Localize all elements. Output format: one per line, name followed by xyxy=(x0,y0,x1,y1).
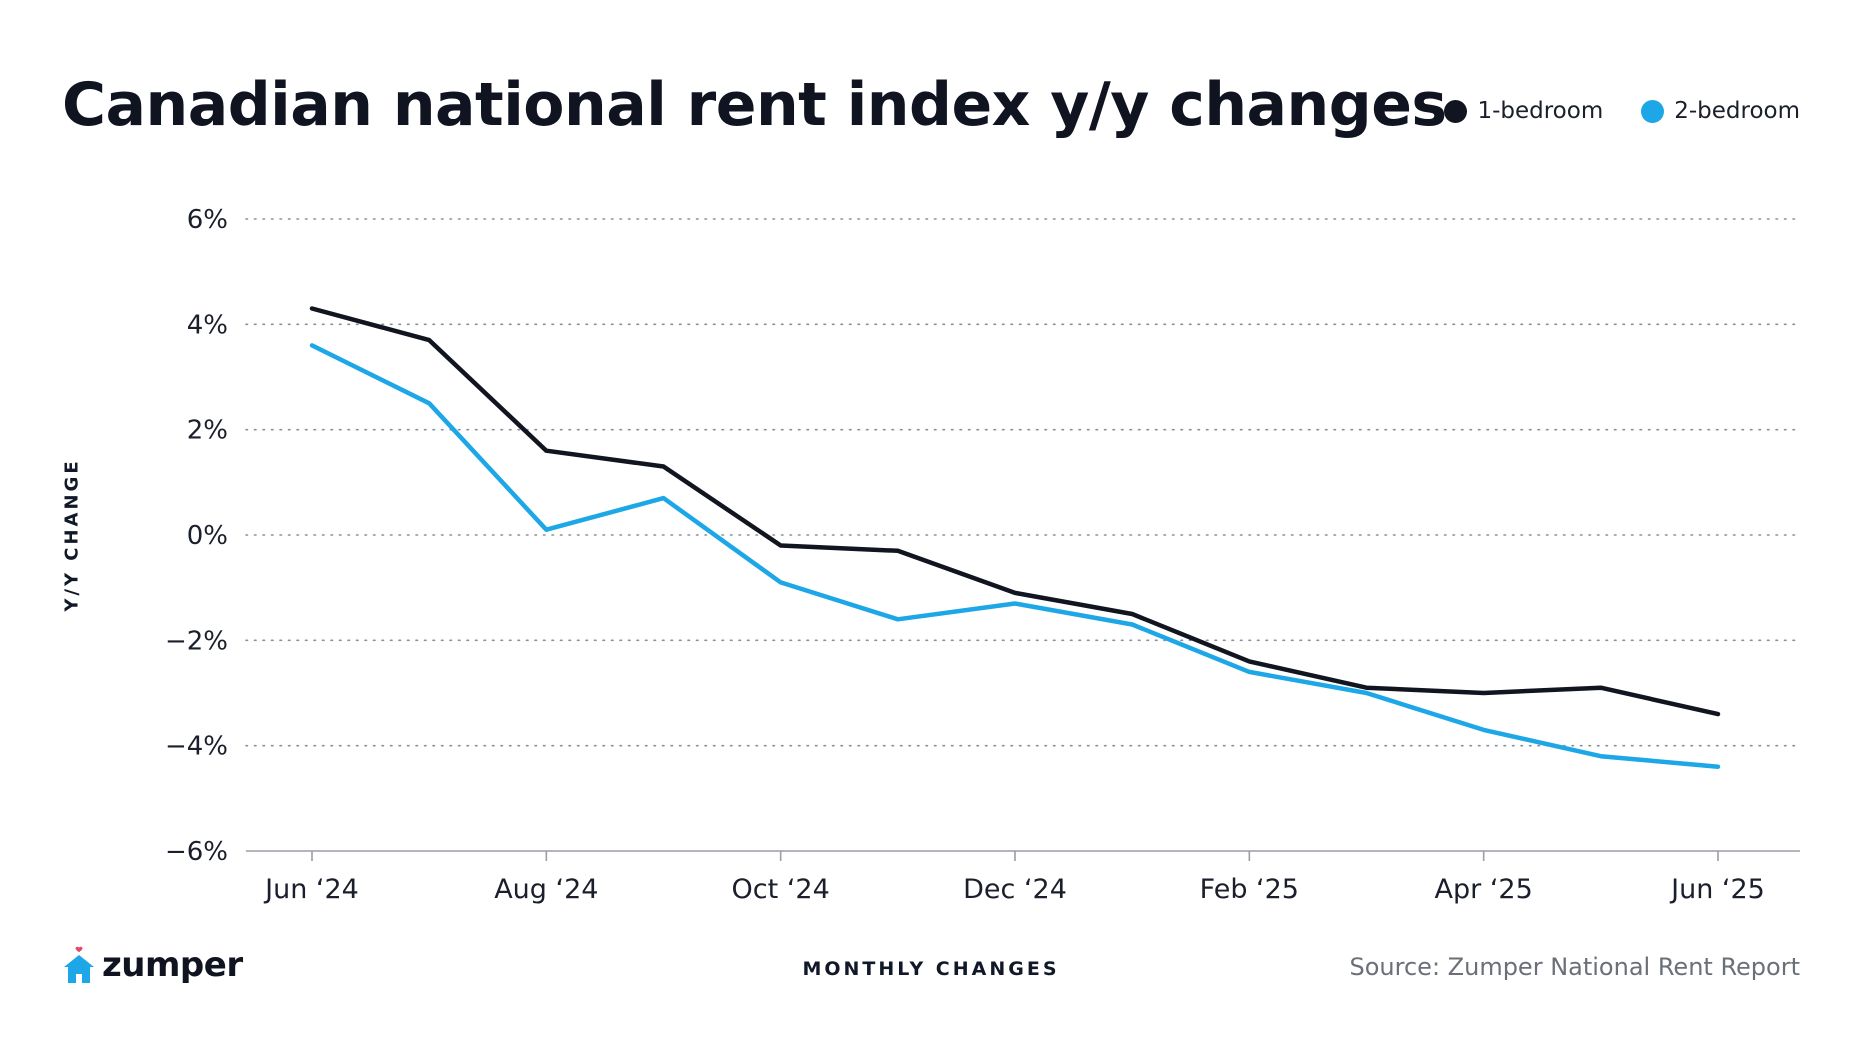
y-tick-label: 0% xyxy=(187,521,228,551)
legend-item-1-bedroom[interactable]: 1-bedroom xyxy=(1444,98,1603,124)
x-axis-label: MONTHLY CHANGES xyxy=(802,958,1060,980)
x-tick-label: Aug ‘24 xyxy=(494,874,598,905)
legend-item-2-bedroom[interactable]: 2-bedroom xyxy=(1641,98,1800,124)
series-line-1-bedroom xyxy=(309,306,1721,717)
chart-title: Canadian national rent index y/y changes xyxy=(62,70,1447,140)
y-tick-label: −2% xyxy=(165,626,228,656)
x-tick-label: Oct ‘24 xyxy=(732,874,830,905)
x-tick-label: Apr ‘25 xyxy=(1435,874,1533,905)
y-tick-label: 2% xyxy=(187,416,228,446)
x-tick-label: Jun ‘24 xyxy=(263,874,359,905)
legend-label-2-bedroom: 2-bedroom xyxy=(1674,98,1800,124)
zumper-logo[interactable]: zumper xyxy=(62,945,243,985)
y-tick-label: −6% xyxy=(165,837,228,867)
logo-wordmark: zumper xyxy=(102,945,243,985)
y-tick-label: −4% xyxy=(165,732,228,762)
y-tick-label: 6% xyxy=(187,205,228,235)
legend-label-1-bedroom: 1-bedroom xyxy=(1477,98,1604,124)
x-tick-label: Dec ‘24 xyxy=(963,874,1067,905)
x-tick-label: Feb ‘25 xyxy=(1200,874,1299,905)
x-tick-label: Jun ‘25 xyxy=(1669,874,1765,905)
legend-swatch-1-bedroom xyxy=(1444,99,1468,123)
line-chart: 6% 4% 2% 0% −2% −4% −6% Jun ‘24 Aug ‘24 Oct ‘24 De… xyxy=(165,205,1801,905)
house-heart-icon xyxy=(64,946,94,983)
y-tick-label: 4% xyxy=(187,310,228,340)
series-line-2-bedroom xyxy=(309,343,1721,769)
legend-swatch-2-bedroom xyxy=(1641,99,1665,123)
source-note: Source: Zumper National Rent Report xyxy=(1349,953,1800,981)
legend: 1-bedroom 2-bedroom xyxy=(1444,98,1800,124)
